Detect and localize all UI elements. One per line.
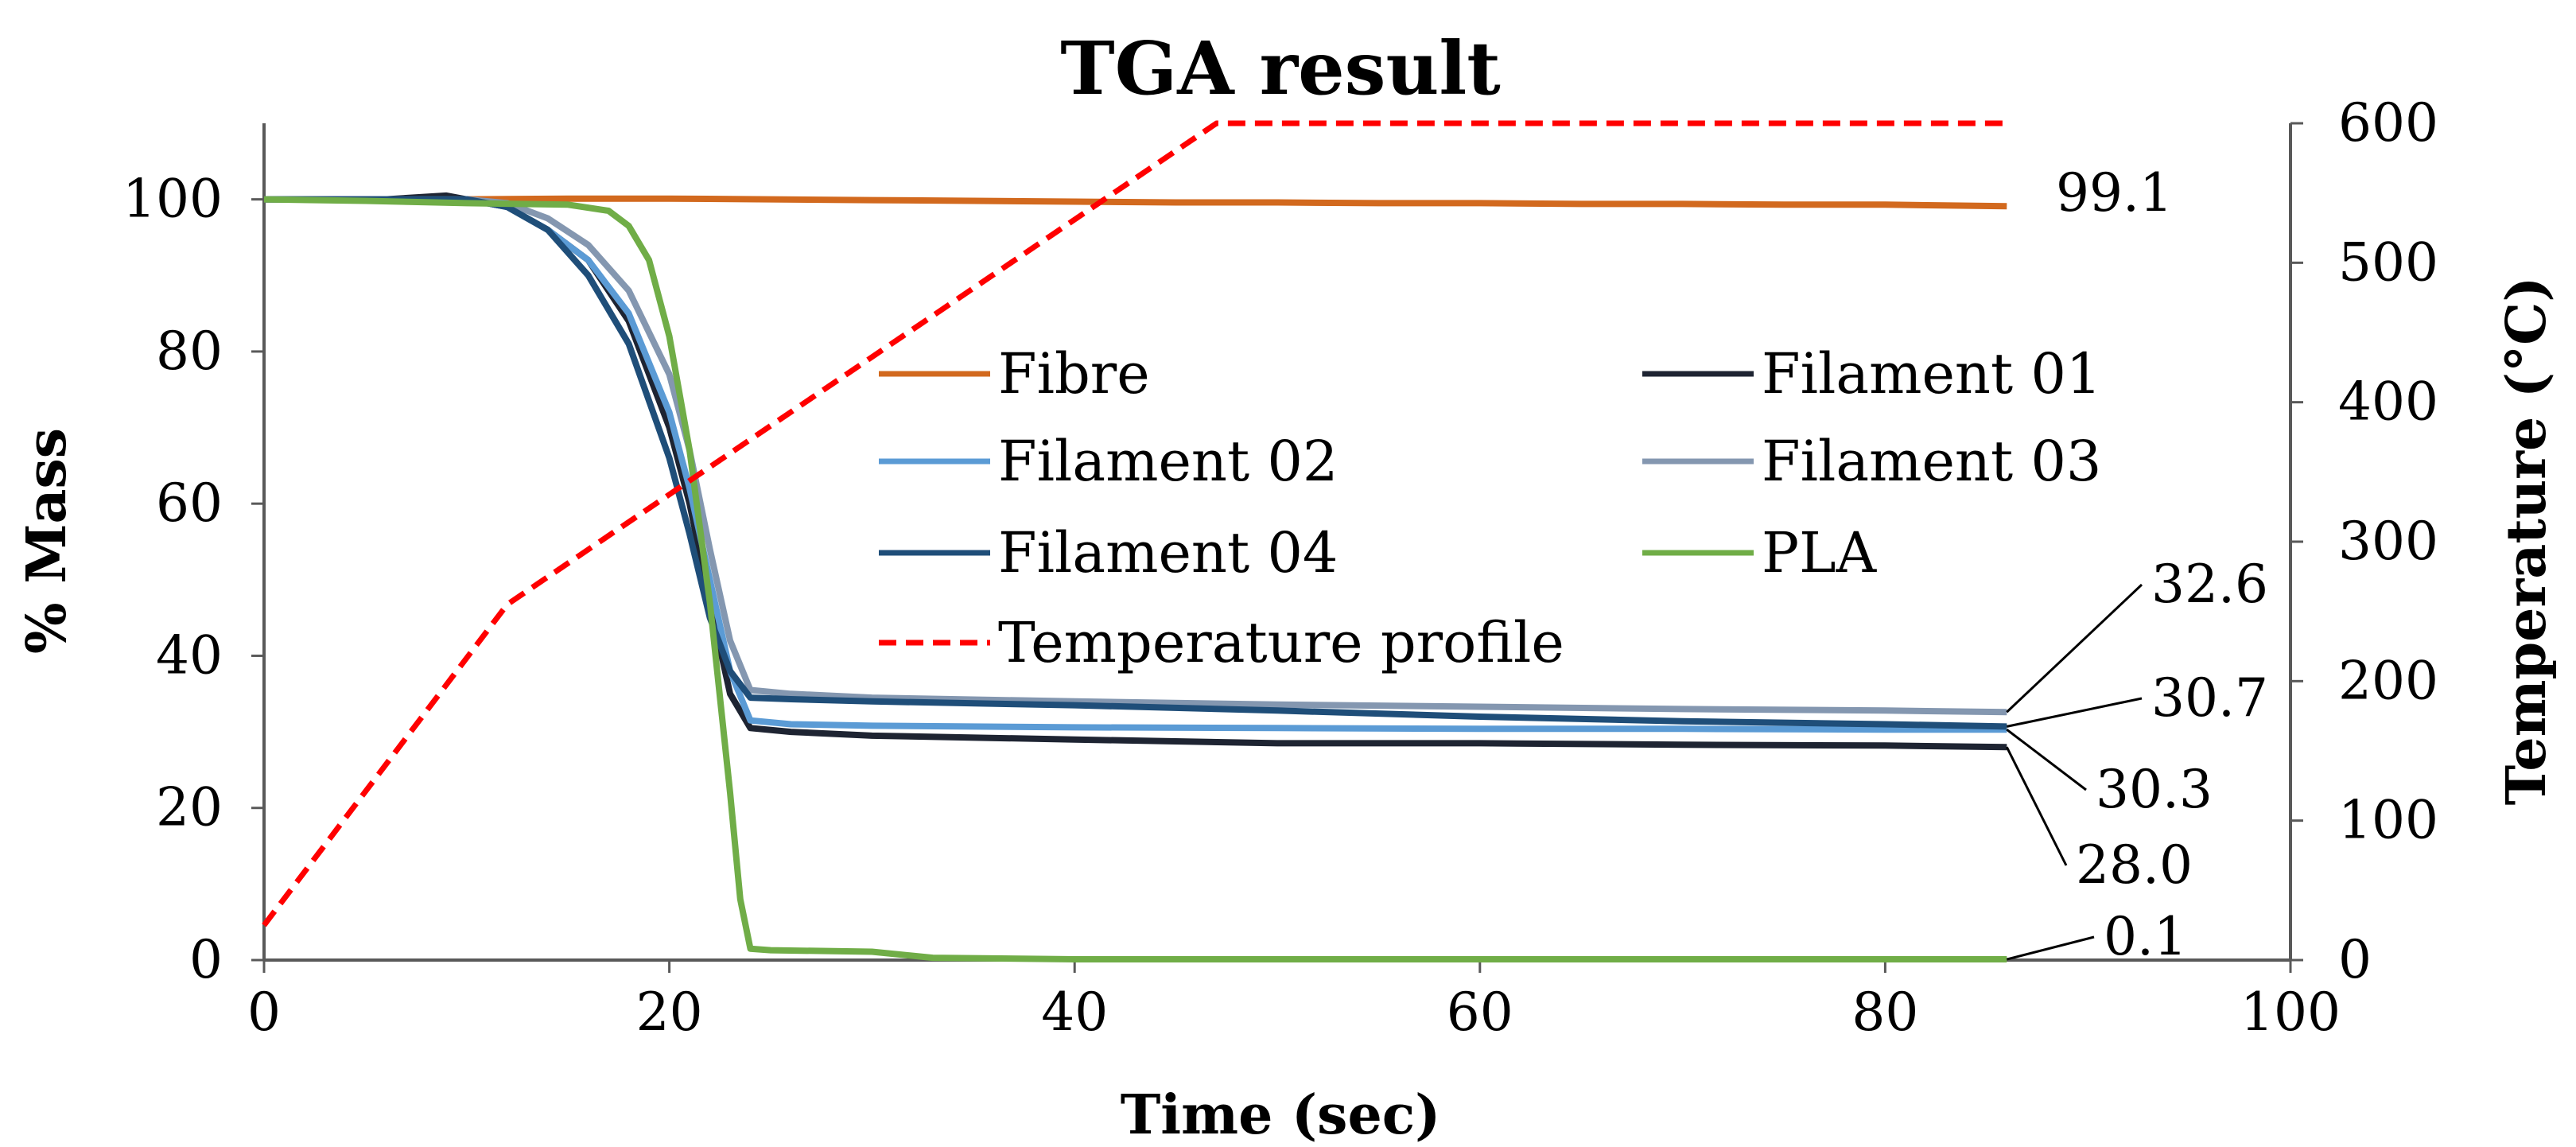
end-label-pla: 0.1 [2104, 906, 2187, 967]
y-tick-label: 100 [122, 169, 223, 230]
y-tick-label: 60 [156, 472, 223, 534]
end-label-leader [2006, 583, 2143, 713]
legend: Fibre Filament 01 Filament 02 Filament 03 Fi… [879, 341, 2101, 675]
legend-label-temperature: Temperature profile [998, 610, 1564, 675]
y-tick-label: 0 [189, 929, 223, 990]
series-line-filament04 [264, 196, 2007, 730]
end-labels: 99.1 32.6 30.7 30.3 28.0 0.1 [2005, 162, 2268, 967]
y-axis-title: % Mass [15, 428, 79, 654]
y-tick-label: 20 [156, 777, 223, 838]
legend-label-filament02: Filament 02 [998, 429, 1338, 494]
x-tick-label: 0 [247, 982, 281, 1043]
y2-tick-label: 400 [2338, 371, 2438, 433]
series-line-fibre [264, 195, 2007, 210]
end-label-leader [2006, 697, 2143, 728]
x-axis-title: Time (sec) [1121, 1083, 1441, 1147]
x-tick-label: 60 [1447, 982, 1513, 1043]
y2-axis-title: Temperature (°C) [2495, 277, 2559, 806]
y2-tick-label: 600 [2338, 92, 2438, 154]
end-label-filament03: 32.6 [2151, 554, 2268, 615]
end-label-fibre: 99.1 [2056, 162, 2173, 224]
end-label-leader [2006, 729, 2087, 791]
y2-tick-label: 0 [2338, 929, 2372, 990]
y2-tick-label: 100 [2338, 790, 2438, 851]
y2-tick-label: 500 [2338, 231, 2438, 293]
legend-label-filament03: Filament 03 [1762, 429, 2101, 494]
y2-tick-label: 200 [2338, 650, 2438, 711]
legend-label-fibre: Fibre [998, 341, 1150, 406]
legend-label-filament04: Filament 04 [998, 520, 1338, 585]
y-tick-label: 80 [156, 321, 223, 382]
end-label-filament04: 30.7 [2151, 667, 2268, 729]
y2-tick-label: 300 [2338, 511, 2438, 572]
end-label-leader [2006, 935, 2095, 961]
series-line-pla [263, 196, 2007, 962]
series-line-temperature [262, 120, 2007, 927]
end-label-filament02: 30.3 [2096, 759, 2213, 820]
y-tick-label: 40 [156, 624, 223, 686]
axis-ticks: 0 20 40 60 80 1000204060801000100200300400500… [122, 92, 2438, 1043]
series-lines [262, 120, 2007, 962]
chart-title: TGA result [1060, 25, 1501, 111]
x-tick-label: 80 [1851, 982, 1918, 1043]
legend-label-pla: PLA [1762, 520, 1878, 585]
x-tick-label: 40 [1041, 982, 1108, 1043]
end-label-filament01: 28.0 [2076, 834, 2193, 896]
legend-label-filament01: Filament 01 [1762, 341, 2101, 406]
end-label-leader [2005, 746, 2068, 866]
x-tick-label: 20 [636, 982, 703, 1043]
x-tick-label: 100 [2240, 982, 2341, 1043]
